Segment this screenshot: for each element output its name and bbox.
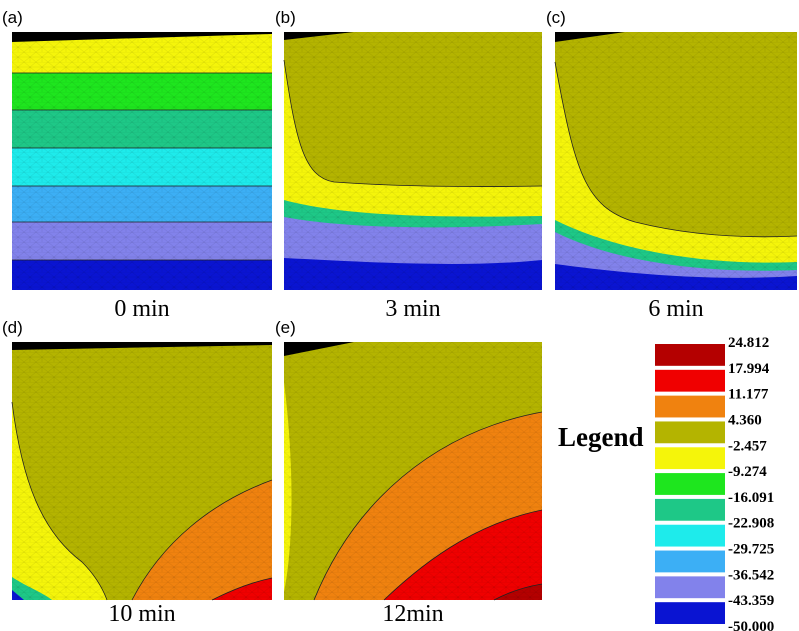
legend-title: Legend	[558, 422, 644, 452]
panel-caption: 10 min	[108, 601, 175, 627]
legend-swatch	[655, 396, 725, 418]
legend-level: 11.177	[728, 387, 769, 403]
panel-label: (a)	[2, 8, 23, 27]
legend-swatch	[655, 344, 725, 366]
panel-caption: 0 min	[114, 296, 169, 322]
panel-c	[555, 32, 797, 290]
legend-swatch	[655, 525, 725, 547]
legend-swatch	[655, 576, 725, 598]
panel-a	[12, 32, 272, 290]
legend-level: 4.360	[728, 412, 762, 428]
legend-level: -2.457	[728, 438, 767, 454]
legend-swatch	[655, 473, 725, 495]
legend-level: -36.542	[728, 567, 774, 583]
legend-level: -16.091	[728, 490, 774, 506]
page: (a) (b) (c) (d) (e) 0 min 3 min 6 min 10…	[0, 0, 799, 631]
legend-swatch	[655, 602, 725, 624]
panel-label: (d)	[2, 318, 23, 337]
panel-label: (c)	[546, 8, 566, 27]
legend-level: -29.725	[728, 542, 774, 558]
legend-level: 17.994	[728, 361, 770, 377]
legend: 24.812 17.994 11.177 4.360 -2.457 -9.274 -16.0…	[655, 335, 774, 631]
legend-swatch	[655, 551, 725, 573]
panel-caption: 6 min	[648, 296, 703, 322]
legend-level: -9.274	[728, 464, 767, 480]
panel-d	[12, 342, 272, 600]
legend-level: -43.359	[728, 593, 774, 609]
legend-swatch	[655, 499, 725, 521]
legend-level: -22.908	[728, 516, 774, 532]
panel-label: (b)	[275, 8, 296, 27]
panel-caption: 12min	[382, 601, 443, 627]
figure: (a) (b) (c) (d) (e) 0 min 3 min 6 min 10…	[0, 0, 799, 631]
legend-level: -50.000	[728, 619, 774, 631]
panel-b	[284, 32, 542, 290]
legend-level: 24.812	[728, 335, 769, 351]
legend-swatch	[655, 447, 725, 469]
legend-swatch	[655, 370, 725, 392]
panel-e	[284, 342, 542, 600]
panel-label: (e)	[275, 318, 296, 337]
panel-caption: 3 min	[385, 296, 440, 322]
legend-swatch	[655, 421, 725, 443]
